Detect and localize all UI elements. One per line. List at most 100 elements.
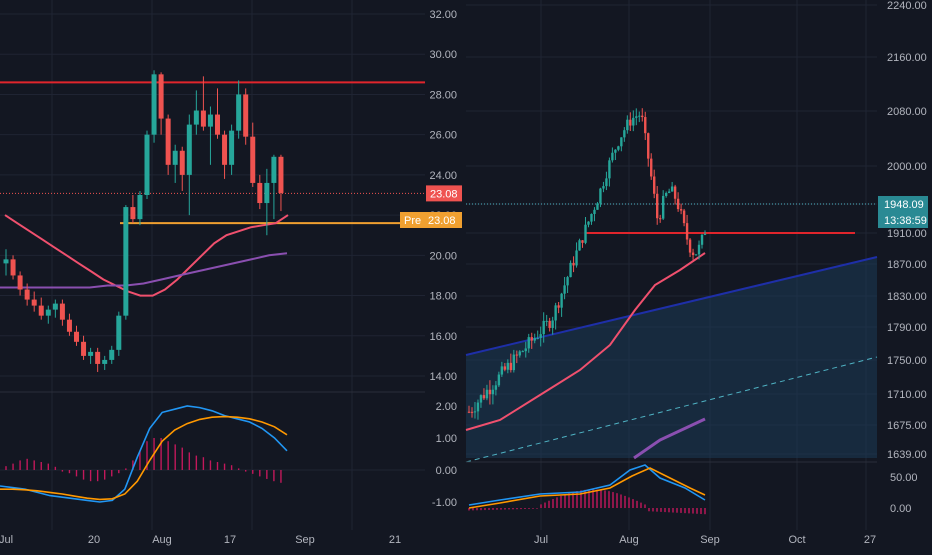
right-channel-fill — [466, 257, 877, 458]
right-candle-body — [620, 137, 623, 147]
right-candle-body — [584, 224, 587, 243]
right-candle-body — [542, 320, 545, 335]
right-candle-body — [593, 209, 596, 214]
right-candle-body — [682, 210, 686, 224]
right-candle-body — [694, 254, 698, 256]
right-candle-body — [667, 191, 671, 193]
left-candle-body — [250, 136, 256, 183]
right-candle-body — [644, 117, 647, 134]
right-candle-body — [700, 234, 704, 245]
right-candle-body — [658, 218, 662, 220]
right-candle-body — [485, 389, 489, 399]
right-candle-body — [685, 223, 689, 240]
right-candle-body — [647, 133, 650, 159]
right-candle-body — [527, 337, 530, 349]
right-y-tick-label: 1870.00 — [887, 259, 927, 271]
left-candle-body — [243, 94, 249, 137]
right-candle-body — [512, 354, 516, 371]
right-x-tick-label: 27 — [864, 534, 876, 546]
left-candle-body — [95, 351, 101, 364]
left-macd-line — [0, 405, 288, 503]
right-x-tick-label: Aug — [619, 534, 639, 546]
left-macd-y-tick-label: 2.00 — [436, 401, 457, 413]
left-y-tick-label: 28.00 — [429, 89, 457, 101]
left-x-tick-label: Sep — [295, 534, 315, 546]
left-candle-body — [278, 156, 284, 193]
right-candle-body — [494, 385, 498, 390]
left-candle-body — [45, 309, 51, 316]
left-candle-body — [222, 134, 228, 165]
right-candle-body — [641, 115, 644, 118]
right-ma-fast-line — [465, 252, 706, 431]
left-x-tick-label: 20 — [88, 534, 100, 546]
left-candle-body — [66, 319, 72, 332]
right-candle-body — [503, 366, 507, 370]
right-candle-body — [653, 176, 656, 194]
left-last-price-badge — [426, 185, 462, 202]
right-candle-body — [673, 186, 677, 199]
right-dashed-trend-line — [465, 356, 878, 463]
left-candle-body — [264, 182, 270, 204]
right-y-tick-label: 1790.00 — [887, 322, 927, 334]
left-y-tick-label: 20.00 — [429, 250, 457, 262]
right-candle-body — [611, 152, 614, 161]
right-candle-body — [518, 351, 521, 356]
right-candle-body — [497, 374, 501, 386]
left-candle-body — [17, 275, 23, 290]
left-candle-body — [151, 74, 157, 135]
left-candle-body — [215, 114, 220, 135]
left-candle-body — [130, 207, 136, 220]
right-candle-body — [578, 240, 581, 251]
left-candle-body — [116, 315, 122, 350]
left-y-tick-label: 14.00 — [429, 371, 457, 383]
left-candle-body — [59, 303, 65, 320]
right-candle-body — [638, 115, 641, 117]
right-ma-slow-line — [633, 417, 706, 460]
left-signal-line — [0, 415, 288, 501]
left-macd-y-tick-label: -1.00 — [432, 497, 457, 509]
left-candle-body — [186, 124, 192, 175]
left-candle-body — [10, 259, 16, 276]
right-y-tick-label: 1639.00 — [887, 449, 927, 461]
left-candle-body — [229, 130, 235, 165]
left-pre-value-text: 23.08 — [428, 215, 456, 227]
right-candle-body — [602, 186, 605, 189]
right-candle-body — [703, 233, 707, 235]
right-candle-body — [533, 338, 536, 341]
right-candle-body — [560, 293, 563, 308]
right-candle-body — [596, 203, 599, 210]
right-y-tick-label: 1830.00 — [887, 291, 927, 303]
right-y-tick-label: 1675.00 — [887, 420, 927, 432]
right-y-tick-label: 1910.00 — [887, 228, 927, 240]
left-x-tick-label: 21 — [389, 534, 401, 546]
right-candle-body — [515, 354, 518, 356]
left-x-tick-label: Aug — [152, 534, 172, 546]
left-candle-body — [52, 303, 58, 310]
right-candle-body — [650, 158, 653, 177]
right-x-tick-label: Oct — [788, 534, 805, 546]
right-candle-body — [473, 411, 477, 413]
left-candle-body — [207, 114, 213, 127]
right-candle-body — [551, 320, 554, 328]
right-candle-body — [572, 262, 575, 266]
right-candle-body — [479, 395, 483, 403]
left-y-tick-label: 30.00 — [429, 49, 457, 61]
left-pre-label-text: Pre — [404, 215, 421, 227]
right-y-tick-label: 2160.00 — [887, 52, 927, 64]
left-candle-body — [236, 94, 242, 131]
left-candle-body — [257, 182, 263, 204]
left-candle-body — [74, 331, 79, 342]
left-ma-slow-line — [0, 252, 288, 289]
right-candle-body — [664, 192, 668, 196]
left-x-tick-label: Jul — [0, 534, 13, 546]
left-y-tick-label: 26.00 — [429, 130, 457, 142]
left-pre-badge — [400, 212, 462, 228]
right-candle-body — [623, 130, 626, 138]
right-candle-body — [488, 389, 492, 395]
right-candle-body — [691, 252, 695, 256]
left-candle-body — [172, 150, 178, 165]
left-candle-body — [200, 110, 206, 127]
right-chart-panel: 2240.00 2160.00 2080.00 2000.00 1910.00 1870.… — [465, 0, 928, 546]
